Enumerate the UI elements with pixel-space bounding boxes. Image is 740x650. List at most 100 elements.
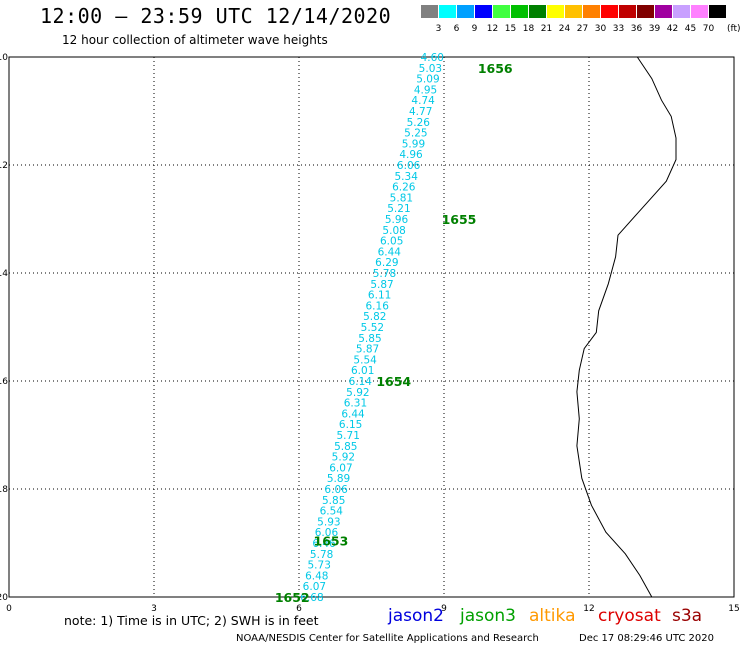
swh-value: 6.48	[305, 570, 328, 582]
swh-value: 5.92	[346, 387, 369, 399]
legend-swatch	[475, 5, 492, 18]
swh-value: 6.16	[366, 300, 390, 312]
legend-label: 9	[471, 24, 478, 34]
legend-label: 70	[702, 24, 715, 34]
legend-swatch	[547, 5, 564, 18]
swh-value: 5.89	[327, 473, 350, 485]
legend-swatch	[421, 5, 438, 18]
lat-tick-label: -12	[0, 161, 8, 171]
legend-label: 36	[630, 24, 643, 34]
swh-value: 5.71	[337, 430, 360, 442]
legend-label: 18	[522, 24, 535, 34]
swh-value: 5.87	[356, 344, 379, 356]
satellite-name-jason2: jason2	[388, 606, 444, 626]
swh-value: 6.01	[351, 365, 374, 377]
swh-value: 6.46	[312, 538, 336, 550]
lon-tick-label: 12	[583, 604, 594, 614]
swh-value: 5.34	[395, 171, 419, 183]
swh-value: 5.03	[419, 63, 442, 75]
lat-tick-label: -14	[0, 269, 8, 279]
swh-value: 5.08	[382, 225, 405, 237]
swh-value: 6.07	[329, 462, 352, 474]
lat-tick-label: -20	[0, 593, 8, 603]
coastline	[576, 56, 677, 598]
legend-swatch	[601, 5, 618, 18]
legend-label: 3	[435, 24, 442, 34]
swh-value: 5.26	[407, 117, 431, 129]
swh-value: 5.73	[308, 560, 331, 572]
legend-label: 12	[486, 24, 499, 34]
pass-time-label: 1654	[376, 374, 411, 389]
legend-swatch	[655, 5, 672, 18]
lon-tick-label: 3	[151, 604, 157, 614]
swh-value: 6.68	[300, 592, 323, 604]
swh-value: 5.78	[373, 268, 396, 280]
lat-tick-label: -10	[0, 53, 8, 63]
swh-value: 5.52	[361, 322, 384, 334]
swh-value: 6.44	[378, 246, 402, 258]
lat-tick-label: -18	[0, 485, 8, 495]
lat-tick-label: -16	[0, 377, 8, 387]
legend-label: 33	[612, 24, 625, 34]
satellite-name-cryosat: cryosat	[598, 606, 661, 626]
lon-tick-label: 9	[441, 604, 447, 614]
pass-time-label: 1655	[442, 212, 477, 227]
swh-value: 6.06	[324, 484, 348, 496]
legend-swatch	[583, 5, 600, 18]
swh-value: 6.14	[349, 376, 373, 388]
legend-label: 24	[558, 24, 571, 34]
swh-value: 6.06	[397, 160, 421, 172]
swh-value: 6.07	[303, 581, 326, 593]
swh-value: 6.26	[392, 182, 416, 194]
legend-swatch	[709, 5, 726, 18]
swh-value: 6.05	[380, 236, 403, 248]
swh-value: 5.85	[334, 441, 357, 453]
swh-value: 5.21	[387, 203, 410, 215]
swh-value: 4.74	[411, 95, 435, 107]
credit-line: NOAA/NESDIS Center for Satellite Applica…	[236, 633, 539, 644]
legend-swatch	[691, 5, 708, 18]
legend-swatch	[565, 5, 582, 18]
map-title: 12:00 – 23:59 UTC 12/14/2020	[40, 4, 392, 28]
swh-value: 5.09	[416, 74, 439, 86]
swh-value: 6.29	[375, 257, 398, 269]
swh-value: 6.11	[368, 290, 391, 302]
legend-label: 6	[453, 24, 460, 34]
swh-value: 5.78	[310, 549, 333, 561]
swh-value: 5.93	[317, 516, 340, 528]
legend-label: 42	[666, 24, 679, 34]
pass-time-label: 1653	[314, 533, 349, 548]
lon-tick-label: 6	[296, 604, 302, 614]
swh-value: 5.96	[385, 214, 409, 226]
satellite-name-jason3: jason3	[460, 606, 516, 626]
lon-tick-label: 0	[6, 604, 12, 614]
legend-swatch	[529, 5, 546, 18]
satellite-name-s3a: s3a	[672, 606, 703, 626]
legend-label: 39	[648, 24, 661, 34]
swh-value: 5.25	[404, 128, 427, 140]
satellite-name-altika: altika	[529, 606, 576, 626]
legend-label: 27	[576, 24, 589, 34]
legend-label: 45	[684, 24, 697, 34]
legend-swatch	[673, 5, 690, 18]
pass-time-label: 1656	[478, 61, 513, 76]
swh-value: 5.85	[322, 495, 345, 507]
swh-value: 4.60	[421, 52, 444, 64]
generated-timestamp: Dec 17 08:29:46 UTC 2020	[579, 633, 714, 644]
swh-value: 6.06	[315, 527, 339, 539]
swh-value: 5.99	[402, 138, 425, 150]
pass-time-label: 1652	[275, 590, 310, 605]
legend-swatch	[619, 5, 636, 18]
swh-value: 5.85	[358, 333, 381, 345]
swh-value: 5.54	[353, 354, 377, 366]
legend-unit-label: (ft)	[727, 24, 740, 34]
swh-value: 6.54	[320, 506, 344, 518]
swh-value: 6.31	[344, 398, 367, 410]
legend-label: 30	[594, 24, 607, 34]
swh-value: 5.87	[370, 279, 393, 291]
swh-value: 4.96	[399, 149, 423, 161]
legend-swatch	[511, 5, 528, 18]
legend-label: 15	[504, 24, 517, 34]
swh-value: 5.81	[390, 192, 413, 204]
